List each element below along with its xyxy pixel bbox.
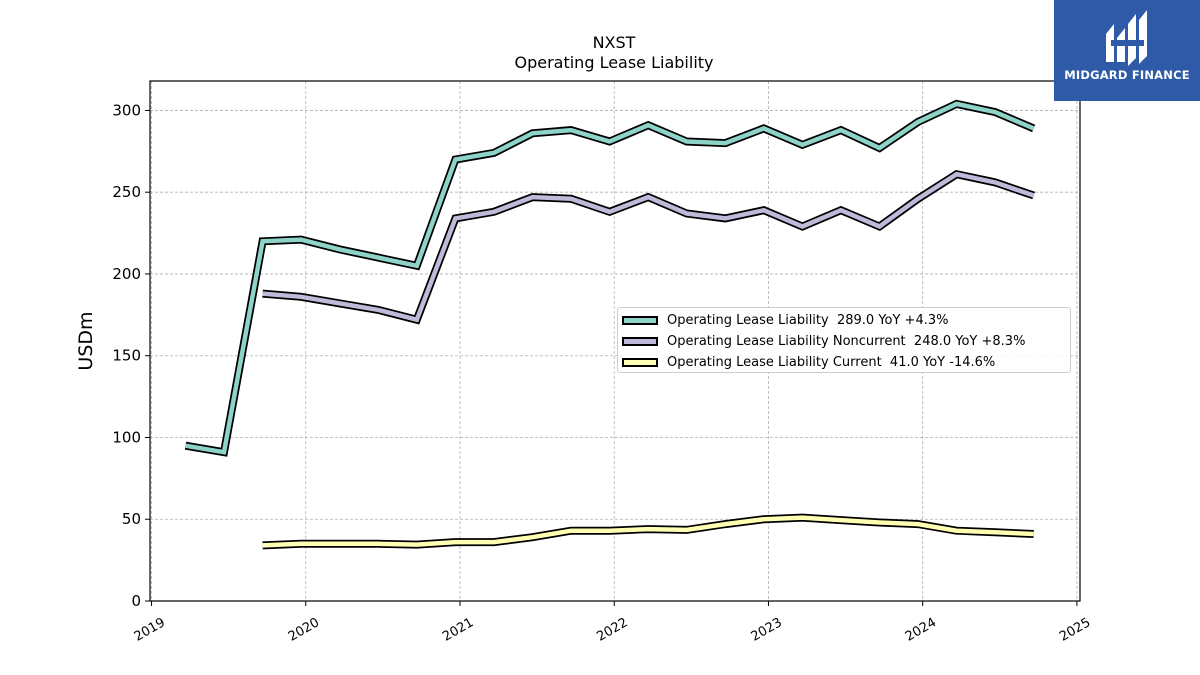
chart-subtitle: Operating Lease Liability — [514, 53, 713, 72]
y-tick-label: 200 — [112, 265, 141, 283]
y-tick-label: 100 — [112, 428, 141, 446]
chart-title: NXST — [593, 33, 636, 52]
series-line-1 — [262, 171, 1035, 323]
x-tick-label: 2019 — [132, 615, 168, 645]
legend-item-noncurrent: Operating Lease Liability Noncurrent 248… — [622, 332, 1025, 350]
series-line-2 — [262, 515, 1034, 548]
legend-label-noncurrent: Operating Lease Liability Noncurrent 248… — [667, 333, 1026, 349]
brand-name: MIDGARD FINANCE — [1064, 68, 1190, 82]
brand-logo: MIDGARD FINANCE — [1054, 0, 1200, 101]
x-tick-label: 2021 — [440, 615, 476, 645]
legend-swatch-noncurrent — [622, 336, 658, 346]
y-tick-label: 50 — [122, 510, 141, 528]
x-tick-label: 2023 — [749, 615, 785, 645]
series-line-0 — [185, 101, 1035, 455]
legend-item-current: Operating Lease Liability Current 41.0 Y… — [622, 353, 995, 371]
plot-frame — [149, 80, 1081, 602]
brand-logo-icon — [1106, 10, 1147, 66]
legend-swatch-total — [622, 315, 658, 325]
legend-swatch-current — [622, 357, 658, 367]
x-tick-label: 2020 — [286, 615, 322, 645]
y-tick-label: 300 — [112, 101, 141, 119]
series-outline-0 — [184, 99, 1036, 457]
y-tick-label: 250 — [112, 183, 141, 201]
x-tick-label: 2024 — [903, 615, 939, 645]
series-layer — [184, 99, 1036, 550]
chart-legend: Operating Lease Liability 289.0 YoY +4.3… — [617, 307, 1071, 373]
legend-label-total: Operating Lease Liability 289.0 YoY +4.3… — [667, 312, 949, 328]
legend-label-current: Operating Lease Liability Current 41.0 Y… — [667, 354, 996, 370]
x-tick-label: 2022 — [594, 615, 630, 645]
y-axis-label: USDm — [75, 311, 97, 370]
y-tick-label: 0 — [131, 592, 141, 610]
y-tick-label: 150 — [112, 347, 141, 365]
legend-item-total: Operating Lease Liability 289.0 YoY +4.3… — [622, 311, 948, 329]
x-tick-label: 2025 — [1057, 615, 1093, 645]
series-outline-2 — [262, 513, 1034, 550]
